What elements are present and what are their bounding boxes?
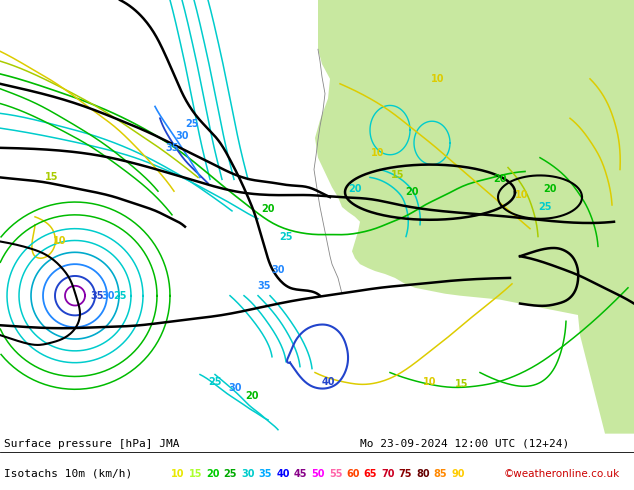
Text: 60: 60	[346, 469, 359, 479]
Text: 25: 25	[279, 232, 293, 242]
Text: 15: 15	[391, 171, 404, 180]
Text: 10: 10	[53, 237, 67, 246]
Text: 10: 10	[431, 74, 444, 84]
Text: 20: 20	[348, 184, 362, 194]
Text: 30: 30	[228, 383, 242, 393]
Text: 35: 35	[259, 469, 272, 479]
Text: 85: 85	[434, 469, 448, 479]
Text: 20: 20	[543, 184, 557, 194]
Text: 25: 25	[113, 291, 127, 301]
Text: 20: 20	[206, 469, 220, 479]
Text: 15: 15	[45, 172, 59, 182]
Text: 30: 30	[242, 469, 255, 479]
Text: 90: 90	[451, 469, 465, 479]
Text: 35: 35	[90, 291, 104, 301]
Text: 10: 10	[171, 469, 184, 479]
Text: 20: 20	[245, 391, 259, 401]
Text: 30: 30	[175, 131, 189, 141]
Polygon shape	[540, 0, 634, 434]
Text: 35: 35	[257, 281, 271, 291]
Text: 80: 80	[416, 469, 430, 479]
Text: 45: 45	[294, 469, 307, 479]
Text: 40: 40	[276, 469, 290, 479]
Polygon shape	[315, 0, 634, 327]
Text: 10: 10	[372, 148, 385, 158]
Text: Surface pressure [hPa] JMA: Surface pressure [hPa] JMA	[4, 439, 179, 449]
Text: 25: 25	[185, 119, 198, 129]
Text: Mo 23-09-2024 12:00 UTC (12+24): Mo 23-09-2024 12:00 UTC (12+24)	[360, 439, 569, 449]
Text: 50: 50	[311, 469, 325, 479]
Text: ©weatheronline.co.uk: ©weatheronline.co.uk	[504, 469, 620, 479]
Text: 70: 70	[381, 469, 395, 479]
Text: 25: 25	[538, 202, 552, 212]
Text: 20: 20	[405, 187, 418, 197]
Text: 15: 15	[189, 469, 202, 479]
Text: 25: 25	[224, 469, 237, 479]
Polygon shape	[590, 185, 614, 212]
Text: 10: 10	[515, 190, 529, 200]
Text: 20: 20	[261, 204, 275, 214]
Text: 30: 30	[271, 265, 285, 275]
Text: 15: 15	[455, 379, 469, 390]
Text: 40: 40	[321, 377, 335, 388]
Text: 20: 20	[493, 174, 507, 184]
Text: 10: 10	[424, 377, 437, 388]
Text: 35: 35	[165, 143, 179, 153]
Text: 65: 65	[364, 469, 377, 479]
Text: 25: 25	[208, 377, 222, 388]
Text: 75: 75	[399, 469, 412, 479]
Text: 55: 55	[329, 469, 342, 479]
Text: 30: 30	[101, 291, 115, 301]
Text: Isotachs 10m (km/h): Isotachs 10m (km/h)	[4, 469, 133, 479]
